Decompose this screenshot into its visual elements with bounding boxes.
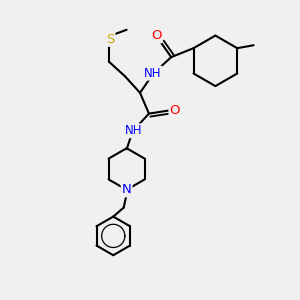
Text: N: N xyxy=(122,183,131,196)
Text: NH: NH xyxy=(144,67,161,80)
Text: NH: NH xyxy=(125,124,142,137)
Text: O: O xyxy=(151,29,162,42)
Text: S: S xyxy=(106,33,115,46)
Text: O: O xyxy=(169,104,180,117)
